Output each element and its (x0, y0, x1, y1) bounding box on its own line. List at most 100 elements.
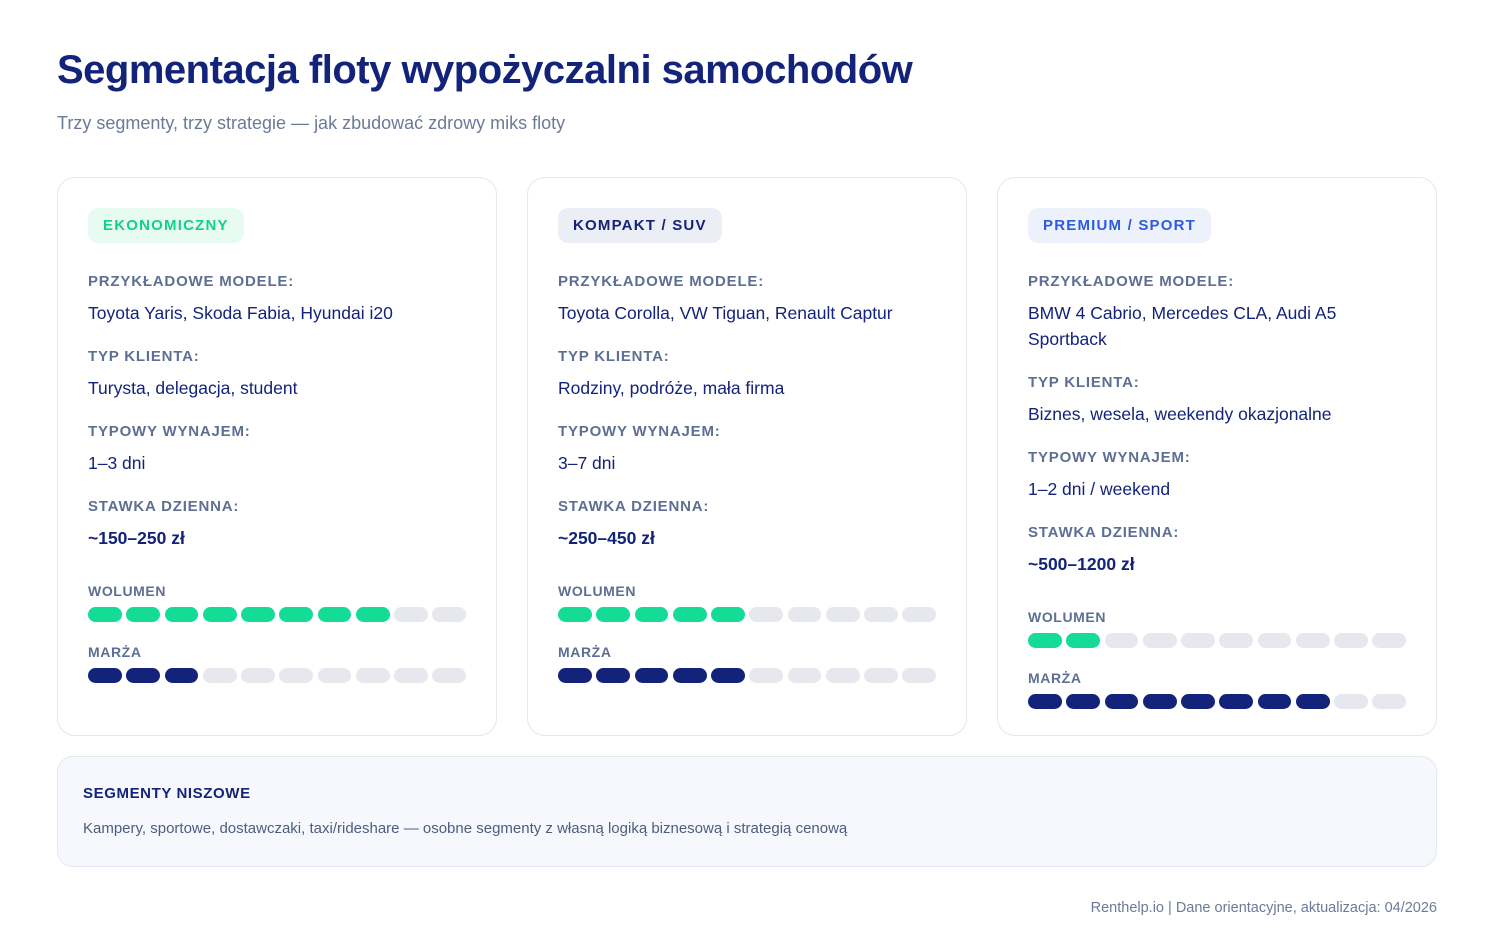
meter-segment-filled (672, 607, 707, 622)
niche-title: SEGMENTY NISZOWE (83, 785, 251, 802)
meter-segment-empty (825, 668, 860, 683)
rental-label: TYPOWY WYNAJEM: (558, 423, 721, 440)
rate-value: ~500–1200 zł (1028, 554, 1135, 574)
rate-label: STAWKA DZIENNA: (1028, 524, 1180, 541)
rate-label: STAWKA DZIENNA: (88, 498, 240, 515)
margin-label: MARŻA (1028, 670, 1082, 686)
segment-card-premium-sport: PREMIUM / SPORT PRZYKŁADOWE MODELE: BMW … (997, 177, 1437, 736)
meter-segment-empty (1257, 633, 1292, 648)
meter-segment-filled (634, 668, 669, 683)
meter-segment-filled (1066, 694, 1100, 709)
meter-segment-empty (279, 668, 313, 683)
meter-segment-empty (1181, 633, 1215, 648)
meter-segment-empty (394, 668, 428, 683)
meter-segment-empty (825, 607, 860, 622)
meter-segment-filled (672, 668, 707, 683)
volume-meter (558, 607, 936, 622)
meter-segment-filled (355, 607, 390, 622)
meter-segment-filled (711, 607, 745, 622)
meter-segment-filled (126, 607, 160, 622)
meter-segment-empty (1219, 633, 1253, 648)
meter-segment-empty (864, 607, 898, 622)
client-value: Biznes, wesela, weekendy okazjonalne (1028, 404, 1332, 424)
rate-value: ~150–250 zł (88, 528, 185, 548)
meter-segment-filled (634, 607, 669, 622)
margin-label: MARŻA (558, 644, 612, 660)
meter-segment-filled (202, 607, 237, 622)
rate-value: ~250–450 zł (558, 528, 655, 548)
meter-segment-empty (902, 607, 936, 622)
client-label: TYP KLIENTA: (558, 348, 670, 365)
meter-segment-filled (126, 668, 160, 683)
meter-segment-empty (317, 668, 352, 683)
models-label: PRZYKŁADOWE MODELE: (88, 273, 295, 290)
niche-text: Kampery, sportowe, dostawczaki, taxi/rid… (83, 820, 848, 837)
segment-badge: PREMIUM / SPORT (1028, 208, 1212, 243)
segment-badge: KOMPAKT / SUV (558, 208, 722, 243)
volume-label: WOLUMEN (558, 583, 637, 599)
page-title: Segmentacja floty wypożyczalni samochodó… (57, 48, 913, 92)
meter-segment-empty (1295, 633, 1330, 648)
meter-segment-empty (202, 668, 237, 683)
rental-label: TYPOWY WYNAJEM: (88, 423, 251, 440)
meter-segment-empty (355, 668, 390, 683)
meters: WOLUMEN MARŻA (1028, 609, 1406, 709)
meter-segment-filled (88, 607, 122, 622)
segment-cards: EKONOMICZNY PRZYKŁADOWE MODELE: Toyota Y… (57, 177, 1437, 736)
rental-value: 3–7 dni (558, 453, 616, 473)
models-value: BMW 4 Cabrio, Mercedes CLA, Audi A5 Spor… (1028, 303, 1337, 349)
meter-segment-empty (432, 668, 466, 683)
meter-segment-empty (241, 668, 275, 683)
margin-meter (558, 668, 936, 683)
meter-segment-empty (749, 607, 783, 622)
meter-segment-empty (432, 607, 466, 622)
meter-segment-filled (558, 607, 592, 622)
meter-segment-empty (1334, 694, 1368, 709)
rental-value: 1–2 dni / weekend (1028, 479, 1171, 499)
meter-segment-filled (164, 668, 199, 683)
meter-segment-filled (317, 607, 352, 622)
meter-segment-empty (864, 668, 898, 683)
segment-card-compact-suv: KOMPAKT / SUV PRZYKŁADOWE MODELE: Toyota… (527, 177, 967, 736)
meter-segment-filled (88, 668, 122, 683)
meter-segment-empty (749, 668, 783, 683)
meter-segment-empty (394, 607, 428, 622)
meter-segment-filled (558, 668, 592, 683)
volume-meter (1028, 633, 1406, 648)
meter-segment-filled (1295, 694, 1330, 709)
client-label: TYP KLIENTA: (88, 348, 200, 365)
meter-segment-empty (1142, 633, 1177, 648)
meter-segment-empty (1334, 633, 1368, 648)
models-label: PRZYKŁADOWE MODELE: (1028, 273, 1235, 290)
meter-segment-empty (1104, 633, 1139, 648)
margin-label: MARŻA (88, 644, 142, 660)
meter-segment-filled (1219, 694, 1253, 709)
margin-meter (1028, 694, 1406, 709)
meter-segment-filled (1257, 694, 1292, 709)
meter-segment-filled (596, 607, 630, 622)
meter-segment-empty (1372, 694, 1406, 709)
volume-label: WOLUMEN (1028, 609, 1107, 625)
niche-segments-box: SEGMENTY NISZOWE Kampery, sportowe, dost… (57, 756, 1437, 867)
meter-segment-filled (1181, 694, 1215, 709)
rental-label: TYPOWY WYNAJEM: (1028, 449, 1191, 466)
models-value: Toyota Corolla, VW Tiguan, Renault Captu… (558, 303, 893, 323)
meter-segment-filled (279, 607, 313, 622)
footer-note: Renthelp.io | Dane orientacyjne, aktuali… (1090, 900, 1437, 916)
meter-segment-filled (241, 607, 275, 622)
segment-card-economy: EKONOMICZNY PRZYKŁADOWE MODELE: Toyota Y… (57, 177, 497, 736)
meter-segment-filled (164, 607, 199, 622)
client-label: TYP KLIENTA: (1028, 374, 1140, 391)
page-subtitle: Trzy segmenty, trzy strategie — jak zbud… (57, 113, 566, 133)
meter-segment-empty (787, 607, 822, 622)
meter-segment-empty (787, 668, 822, 683)
volume-meter (88, 607, 466, 622)
meter-segment-filled (711, 668, 745, 683)
meter-segment-filled (1028, 633, 1062, 648)
meter-segment-filled (1104, 694, 1139, 709)
models-value: Toyota Yaris, Skoda Fabia, Hyundai i20 (88, 303, 393, 323)
segment-badge: EKONOMICZNY (88, 208, 244, 243)
meter-segment-filled (1028, 694, 1062, 709)
client-value: Turysta, delegacja, student (88, 378, 298, 398)
meter-segment-empty (902, 668, 936, 683)
